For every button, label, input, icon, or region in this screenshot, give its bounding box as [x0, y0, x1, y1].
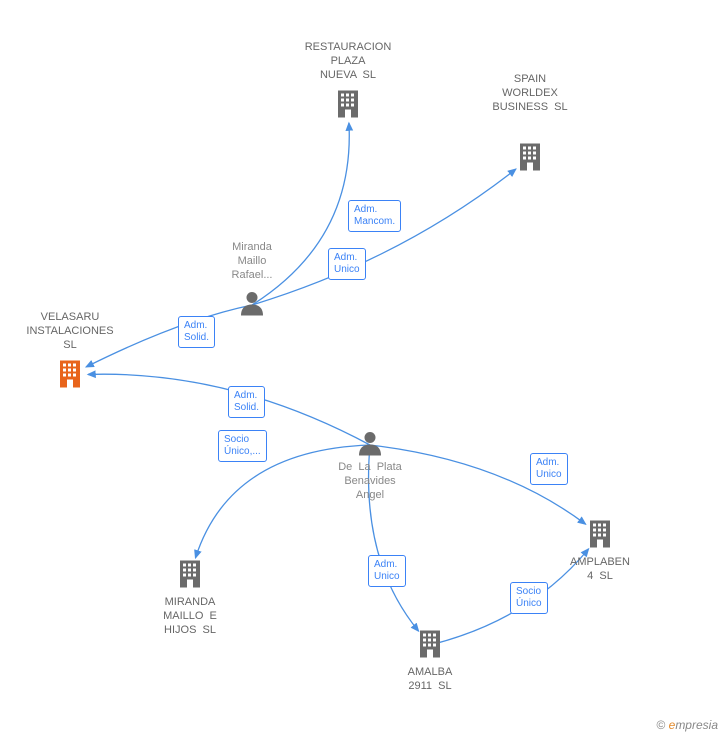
company-label: RESTAURACION PLAZA NUEVA SL [305, 40, 392, 82]
footer-brand: © empresia [656, 718, 718, 732]
edge-label: Adm. Unico [328, 248, 366, 280]
edge [252, 169, 516, 305]
company-label: AMALBA 2911 SL [408, 665, 453, 693]
building-icon[interactable] [177, 558, 203, 593]
edge-label: Socio Único,... [218, 430, 267, 462]
copyright-symbol: © [656, 718, 665, 732]
brand-rest: mpresia [675, 718, 718, 732]
person-icon[interactable] [356, 429, 384, 462]
person-label: De La Plata Benavides Angel [338, 460, 402, 502]
person-label: Miranda Maillo Rafael... [232, 240, 273, 282]
building-icon[interactable] [517, 141, 543, 176]
edge-label: Adm. Solid. [228, 386, 265, 418]
edge-label: Socio Único [510, 582, 548, 614]
network-edges [0, 0, 728, 740]
company-label: SPAIN WORLDEX BUSINESS SL [492, 72, 567, 114]
company-label: AMPLABEN 4 SL [570, 555, 630, 583]
company-label: VELASARU INSTALACIONES SL [26, 310, 113, 352]
company-label: MIRANDA MAILLO E HIJOS SL [163, 595, 217, 637]
edge-label: Adm. Unico [530, 453, 568, 485]
person-icon[interactable] [238, 289, 266, 322]
building-icon[interactable] [57, 358, 83, 393]
building-icon[interactable] [587, 518, 613, 553]
edge-label: Adm. Solid. [178, 316, 215, 348]
building-icon[interactable] [335, 88, 361, 123]
edge-label: Adm. Unico [368, 555, 406, 587]
edge-label: Adm. Mancom. [348, 200, 401, 232]
building-icon[interactable] [417, 628, 443, 663]
